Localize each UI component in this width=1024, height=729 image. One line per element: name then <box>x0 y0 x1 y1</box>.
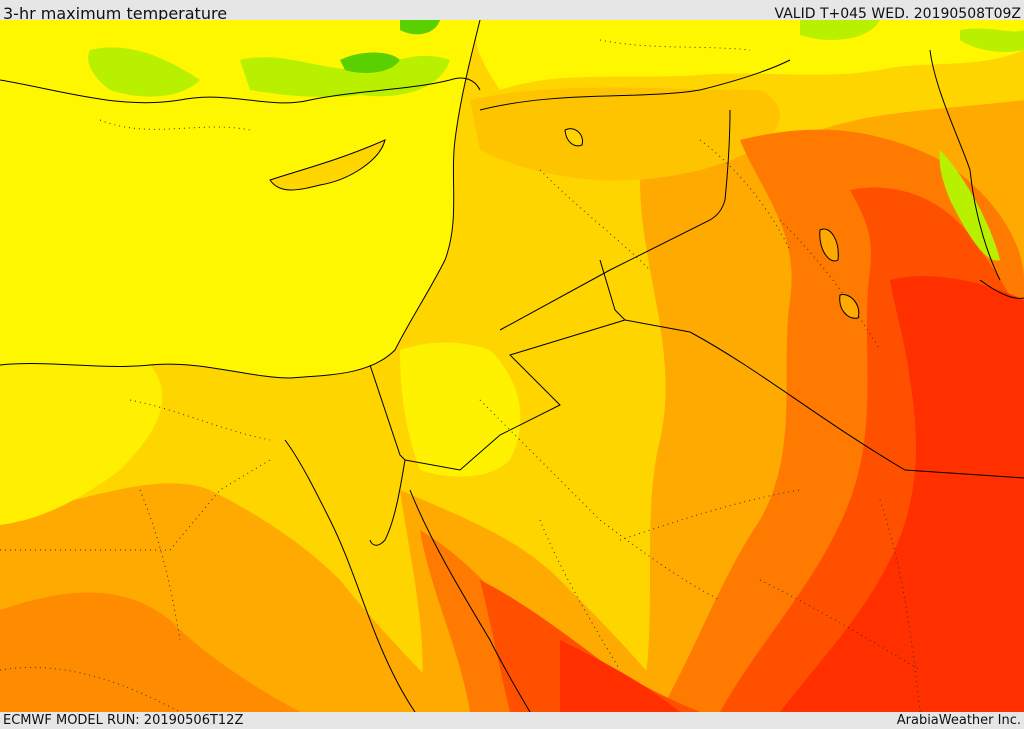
coastline-red-sea-east <box>409 489 531 712</box>
temp-zone-red-s <box>560 640 680 712</box>
temp-zone-darkorange-w <box>0 592 300 712</box>
lake-assad <box>564 128 584 147</box>
map-title: 3-hr maximum temperature <box>3 4 228 23</box>
lake-razzaza <box>839 294 860 319</box>
temp-zone-yellow-egypt <box>0 363 163 525</box>
temp-zone-green-4 <box>400 20 440 35</box>
border-jordan <box>404 259 626 471</box>
temp-zone-green-6 <box>960 28 1024 52</box>
temp-zone-yellow-north <box>0 20 1024 90</box>
temp-zone-redorange-s <box>480 580 700 712</box>
valid-time-label: VALID T+045 WED. 20190508T09Z <box>774 6 1021 22</box>
temp-zone-green-zagros <box>939 150 1000 261</box>
border-iraq-iran <box>929 49 1001 281</box>
temperature-map-svg <box>0 20 1024 712</box>
border-egypt-israel <box>369 364 406 461</box>
island-cyprus <box>269 139 386 191</box>
coastline-mediterranean <box>0 20 481 379</box>
temp-zone-syria-warm <box>470 87 780 181</box>
temp-zone-green-5 <box>800 20 880 40</box>
coastline-persian-gulf <box>979 279 1024 299</box>
footer-bar: ECMWF MODEL RUN: 20190506T12Z ArabiaWeat… <box>0 712 1024 729</box>
model-run-label: ECMWF MODEL RUN: 20190506T12Z <box>3 713 244 728</box>
temp-zone-green-1 <box>88 47 200 97</box>
coastline-gulf-aqaba <box>369 459 406 546</box>
coastline-turkey <box>0 77 481 104</box>
internal-borders <box>0 39 921 712</box>
lake-tharthar <box>819 228 839 262</box>
temp-zone-green-3 <box>340 52 400 73</box>
coastline-gulf-suez <box>284 439 416 712</box>
temp-zone-green-2 <box>240 55 450 98</box>
temperature-map[interactable] <box>0 20 1024 712</box>
border-turkey-syria <box>479 59 791 111</box>
temp-zone-red-e <box>780 276 1024 712</box>
sea-mediterranean <box>0 20 480 378</box>
provider-label: ArabiaWeather Inc. <box>896 713 1021 728</box>
border-iraq-saudi <box>624 319 1024 479</box>
header-bar: 3-hr maximum temperature VALID T+045 WED… <box>0 0 1024 23</box>
border-syria-iraq <box>499 109 731 331</box>
